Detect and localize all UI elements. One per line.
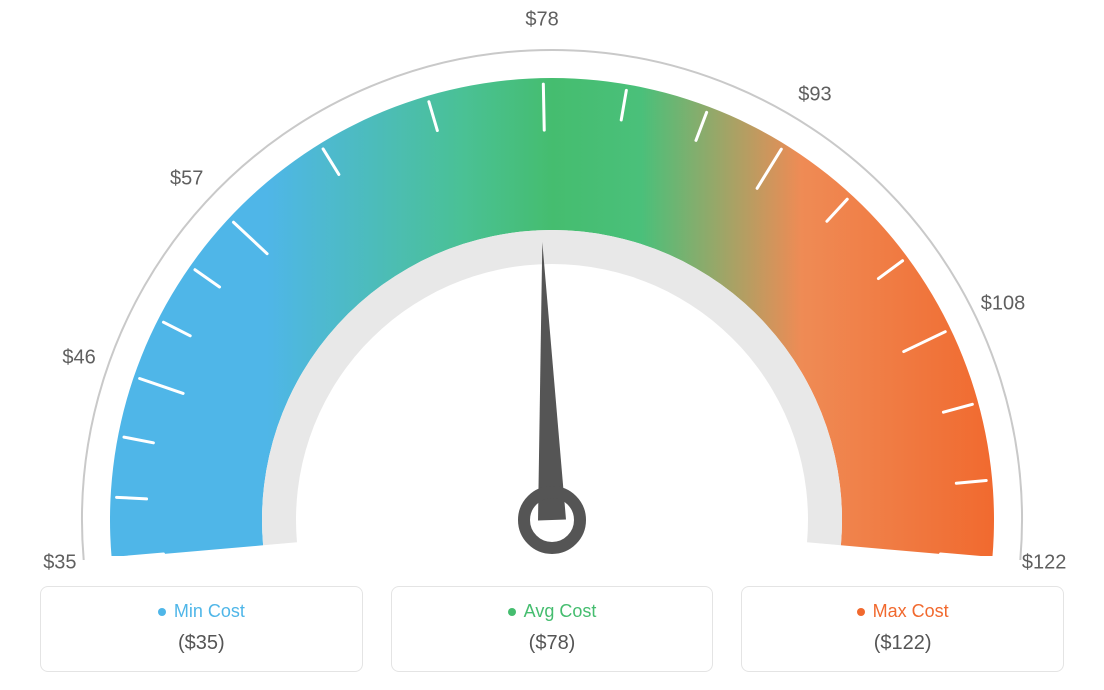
- legend-value-min: ($35): [51, 632, 352, 655]
- gauge-tick-label: $78: [525, 9, 558, 32]
- legend-title-max: Max Cost: [857, 601, 949, 622]
- legend-row: Min Cost ($35) Avg Cost ($78) Max Cost (…: [0, 586, 1104, 672]
- gauge-tick-label: $57: [170, 167, 203, 190]
- gauge-container: $35$46$57$78$93$108$122: [0, 0, 1104, 560]
- legend-label-avg: Avg Cost: [524, 601, 597, 622]
- legend-label-min: Min Cost: [174, 601, 245, 622]
- gauge-tick-label: $35: [43, 552, 76, 575]
- legend-title-avg: Avg Cost: [508, 601, 597, 622]
- gauge-tick-label: $93: [798, 83, 831, 106]
- gauge-tick-label: $46: [62, 346, 95, 369]
- dot-icon: [857, 608, 865, 616]
- legend-value-max: ($122): [752, 632, 1053, 655]
- dot-icon: [158, 608, 166, 616]
- dot-icon: [508, 608, 516, 616]
- legend-card-avg: Avg Cost ($78): [391, 586, 714, 672]
- gauge-tick-label: $122: [1022, 552, 1067, 575]
- legend-label-max: Max Cost: [873, 601, 949, 622]
- legend-value-avg: ($78): [402, 632, 703, 655]
- legend-card-min: Min Cost ($35): [40, 586, 363, 672]
- legend-title-min: Min Cost: [158, 601, 245, 622]
- legend-card-max: Max Cost ($122): [741, 586, 1064, 672]
- gauge-tick-label: $108: [981, 293, 1026, 316]
- cost-gauge: [0, 0, 1104, 560]
